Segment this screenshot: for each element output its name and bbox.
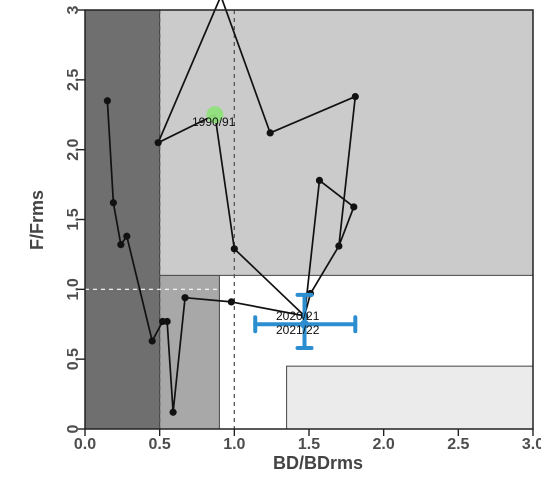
x-tick-label-2: 1.0: [223, 436, 245, 453]
y-tick-label-5: 2.5: [65, 69, 82, 91]
trajectory-point-6: [163, 317, 171, 326]
region-2: [159, 9, 534, 276]
x-tick-label-6: 3.0: [522, 436, 541, 453]
trajectory-point-4: [148, 337, 156, 345]
trajectory-point-7: [169, 408, 177, 416]
trajectory-point-0: [103, 97, 111, 105]
trajectory-point-2: [117, 241, 125, 249]
label-2021-22: 2021/22: [276, 323, 320, 337]
y-tick-label-3: 1.5: [65, 208, 82, 230]
trajectory-point-13: [351, 92, 359, 101]
trajectory-point-15: [154, 139, 162, 147]
y-tick-label-0: 0: [65, 424, 82, 433]
label-1990-91: 1990/91: [192, 115, 236, 129]
start-point-marker: [206, 106, 224, 124]
x-axis-label: BD/BDrms: [273, 453, 363, 473]
x-tick-label-1: 0.5: [149, 436, 171, 453]
reference-lines-layer: [85, 10, 533, 429]
x-tick-label-5: 2.5: [447, 436, 469, 453]
trajectory-point-12: [335, 242, 343, 250]
trajectory-point-16: [230, 245, 238, 253]
current-point-marker: [300, 319, 310, 329]
x-tick-label-0: 0.0: [74, 436, 96, 453]
y-tick-label-2: 1.0: [65, 278, 82, 300]
y-tick-label-6: 3: [65, 5, 82, 14]
trajectory-point-1: [109, 199, 117, 207]
y-tick-label-1: 0.5: [65, 348, 82, 370]
trajectory-point-8: [181, 294, 189, 302]
x-tick-label-3: 1.5: [298, 436, 320, 453]
y-axis-label: F/Frms: [27, 190, 47, 250]
x-tick-label-4: 2.0: [373, 436, 395, 453]
trajectory-point-3: [123, 232, 131, 240]
trajectory-point-17: [315, 176, 324, 184]
marker-layer: [103, 92, 359, 416]
region-3: [286, 365, 534, 430]
label-2020-21: 2020/21: [276, 309, 320, 323]
region-0: [84, 9, 161, 430]
trajectory-point-9: [227, 298, 235, 306]
regions-layer: [84, 9, 534, 430]
trajectory-point-14: [266, 129, 274, 137]
trajectory-point-18: [350, 203, 358, 211]
y-tick-label-4: 2.0: [65, 138, 82, 160]
axes-layer: 0.0 0.5 1.0 1.5 2.0 2.5 3.0 0 0.5 1.0 1.5 2.0 2.5 3: [65, 5, 541, 453]
labels-layer: 1990/91 2020/21 2021/22: [192, 115, 320, 337]
